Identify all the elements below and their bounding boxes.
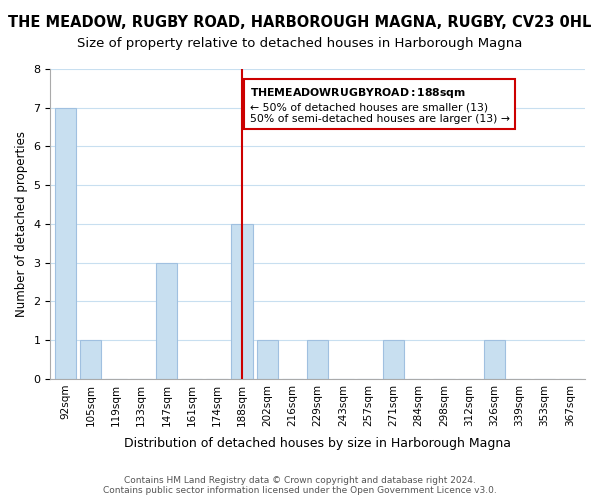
Text: THE MEADOW, RUGBY ROAD, HARBOROUGH MAGNA, RUGBY, CV23 0HL: THE MEADOW, RUGBY ROAD, HARBOROUGH MAGNA… (8, 15, 592, 30)
Bar (80, 340, 101, 379)
Bar (155, 262, 177, 379)
Text: Size of property relative to detached houses in Harborough Magna: Size of property relative to detached ho… (77, 38, 523, 51)
X-axis label: Distribution of detached houses by size in Harborough Magna: Distribution of detached houses by size … (124, 437, 511, 450)
Bar (55, 108, 76, 379)
Y-axis label: Number of detached properties: Number of detached properties (15, 131, 28, 317)
Text: Contains HM Land Registry data © Crown copyright and database right 2024.
Contai: Contains HM Land Registry data © Crown c… (103, 476, 497, 495)
Bar (257, 340, 278, 379)
Bar (484, 340, 505, 379)
Text: $\bf{THE MEADOW RUGBY ROAD: 188sqm}$
← 50% of detached houses are smaller (13)
5: $\bf{THE MEADOW RUGBY ROAD: 188sqm}$ ← 5… (250, 86, 509, 124)
Bar (307, 340, 328, 379)
Bar (383, 340, 404, 379)
Bar (232, 224, 253, 379)
